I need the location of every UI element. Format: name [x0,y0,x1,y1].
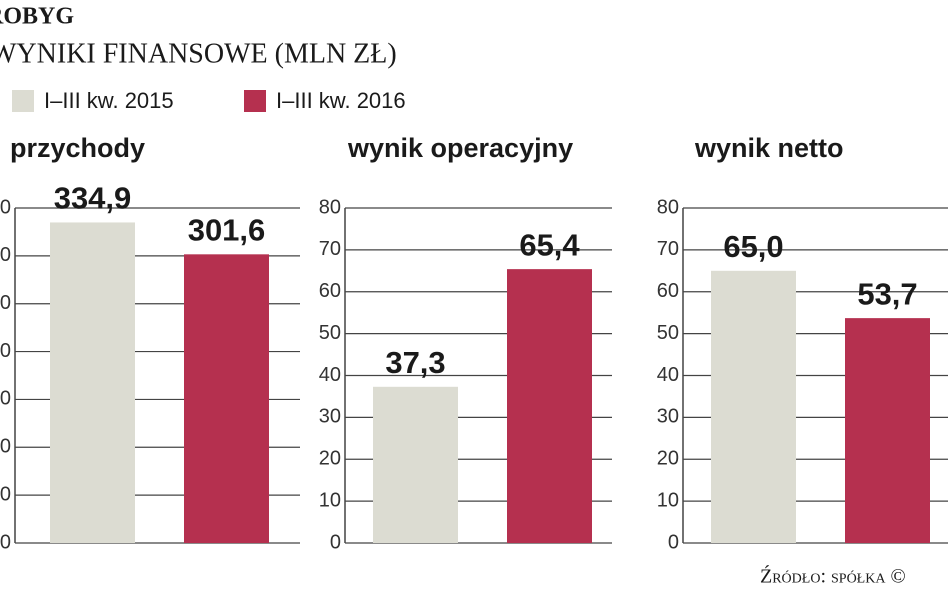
value-label: 65,0 [723,229,783,264]
chart-title: wynik netto [694,133,844,163]
y-tick-label: 30 [657,406,679,428]
source: Źródło: spółka © [760,565,906,588]
y-tick-label: 0 [668,531,679,553]
title: ROBYG [0,4,74,30]
legend-swatch [12,90,34,112]
value-label: 53,7 [857,276,917,311]
y-tick-label: 250 [0,292,11,314]
y-tick-label: 50 [0,483,11,505]
value-label: 334,9 [54,181,132,216]
y-tick-label: 70 [319,238,341,260]
y-tick-label: 80 [657,196,679,218]
y-tick-label: 20 [657,448,679,470]
y-tick-label: 300 [0,244,11,266]
bar [373,386,458,543]
subtitle: WYNIKI FINANSOWE (MLN ZŁ) [0,38,397,69]
legend-label: I–III kw. 2016 [276,88,406,113]
bar [184,254,269,543]
y-tick-label: 60 [657,280,679,302]
bar [507,269,592,543]
y-tick-label: 40 [657,364,679,386]
bar [711,270,796,543]
legend-label: I–III kw. 2015 [44,88,174,113]
y-tick-label: 30 [319,406,341,428]
y-tick-label: 70 [657,238,679,260]
chart-title: wynik operacyjny [347,133,573,163]
value-label: 65,4 [519,227,580,262]
bar [50,222,135,543]
y-tick-label: 0 [330,531,341,553]
y-tick-label: 50 [319,322,341,344]
legend-swatch [244,90,266,112]
y-tick-label: 10 [319,489,341,511]
y-tick-label: 150 [0,388,11,410]
y-tick-label: 200 [0,340,11,362]
y-tick-label: 10 [657,489,679,511]
y-tick-label: 0 [0,531,11,553]
y-tick-label: 350 [0,196,11,218]
y-tick-label: 100 [0,436,11,458]
y-tick-label: 40 [319,364,341,386]
value-label: 37,3 [385,345,445,380]
chart-title: przychody [10,133,145,163]
y-tick-label: 50 [657,322,679,344]
y-tick-label: 80 [319,196,341,218]
y-tick-label: 20 [319,448,341,470]
y-tick-label: 60 [319,280,341,302]
bar [845,318,930,543]
value-label: 301,6 [188,213,266,248]
